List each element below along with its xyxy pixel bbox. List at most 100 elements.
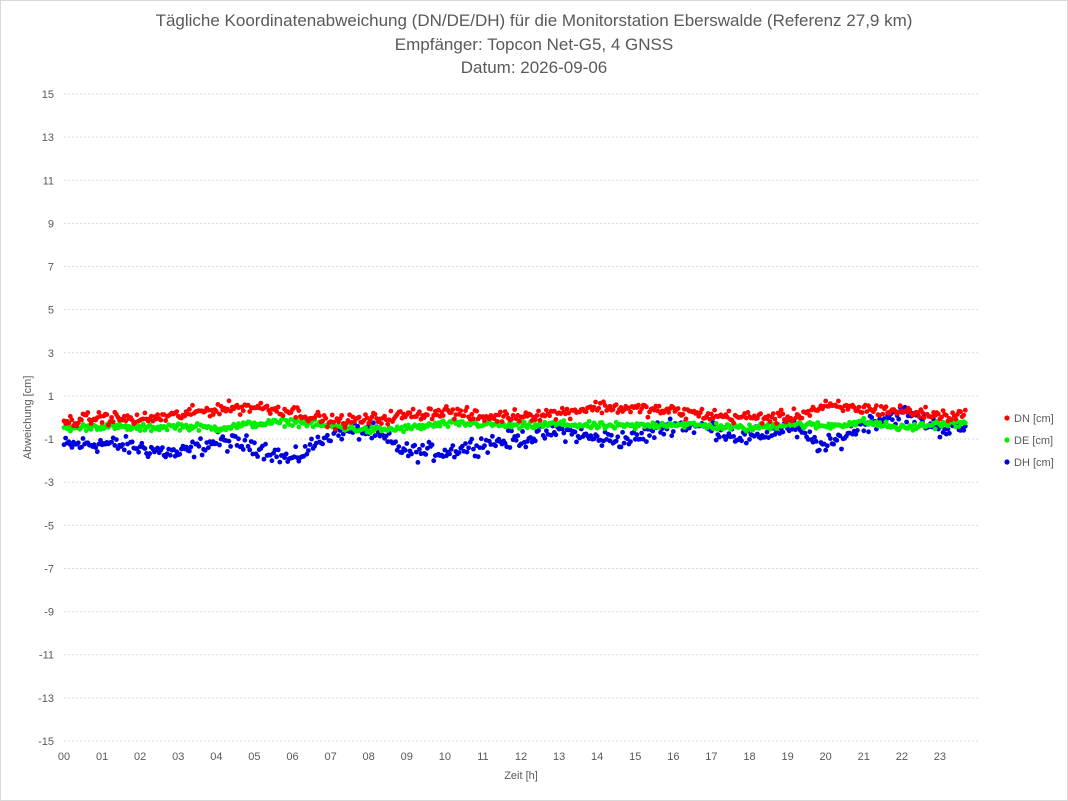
data-point-dh [240,447,246,452]
data-point-dn [758,411,763,417]
data-point-dh [114,437,119,442]
data-point-dn [498,409,503,415]
data-point-dh [69,445,75,450]
data-point-dh [325,432,330,438]
data-point-de [140,421,146,427]
data-point-dn [596,405,602,411]
y-tick-label: -3 [44,477,54,489]
data-point-dn [683,416,689,422]
data-point-dh [339,436,345,442]
x-tick-label: 14 [591,751,603,763]
data-point-de [164,427,170,433]
data-point-dn [213,409,219,414]
x-tick-label: 09 [401,751,413,763]
data-point-dh [228,444,234,449]
data-point-dn [774,421,779,426]
data-point-dh [225,449,230,454]
data-point-dn [907,407,913,413]
data-point-dn [325,424,330,430]
data-point-dh [177,451,183,457]
data-point-dh [807,429,813,435]
data-point-dh [402,447,408,453]
data-point-dn [482,418,487,423]
x-tick-label: 15 [629,751,641,763]
data-point-dn [916,414,922,420]
data-point-dn [639,406,644,412]
data-point-de [445,424,451,429]
data-point-dh [412,442,418,448]
data-point-dh [275,447,281,453]
data-point-dn [696,413,702,419]
data-point-dh [743,440,749,446]
data-point-dn [613,402,619,408]
data-point-dn [772,416,778,422]
data-point-dn [382,413,387,419]
data-point-dn [962,407,968,413]
data-point-dn [921,415,927,421]
data-point-dn [778,407,784,413]
data-point-dn [534,413,540,418]
data-point-dn [607,403,613,409]
data-point-dn [187,406,192,412]
x-tick-label: 06 [286,751,298,763]
y-tick-label: 15 [42,89,54,101]
data-point-dn [450,407,456,412]
data-point-dn [258,400,264,406]
data-point-dn [636,402,641,408]
data-point-dh [255,454,260,459]
data-point-dh [274,454,279,460]
x-tick-label: 02 [134,751,146,763]
data-point-dh [452,454,457,460]
data-point-dh [340,431,346,437]
data-point-dn [856,404,862,410]
data-point-dh [139,440,145,446]
data-point-dn [237,412,243,417]
data-point-dn [410,406,416,412]
data-point-dn [628,409,633,415]
data-point-dh [618,444,624,450]
y-tick-label: 11 [43,175,54,187]
data-point-dh [196,443,202,449]
data-point-dh [482,443,487,449]
data-point-dh [307,442,313,447]
data-point-dh [553,432,559,438]
data-point-dh [429,442,435,448]
data-point-dh [896,416,902,422]
data-point-dn [961,412,967,418]
data-point-dn [610,407,616,412]
x-tick-label: 13 [553,751,565,763]
data-point-dn [464,404,470,410]
data-point-dn [767,419,773,424]
data-point-dh [261,456,267,462]
data-point-de [713,421,719,426]
data-point-dn [517,418,522,424]
data-point-dh [447,451,452,457]
data-point-dn [158,417,164,423]
data-point-dn [331,419,337,425]
data-point-dh [780,429,786,435]
data-point-dn [163,418,169,423]
x-tick-label: 17 [705,751,717,763]
data-point-dn [332,426,338,432]
data-point-dh [469,436,475,442]
data-point-dn [134,412,140,418]
data-point-dn [264,403,270,409]
data-point-dn [583,409,589,415]
data-point-dh [548,432,554,438]
x-tick-label: 22 [896,751,908,763]
data-point-dn [644,404,649,410]
data-point-dh [202,447,208,453]
data-point-dn [280,413,286,419]
data-point-dn [874,403,879,408]
data-point-dh [315,434,321,440]
data-point-dh [478,436,484,442]
data-point-dh [828,436,833,441]
data-point-dn [943,412,949,418]
data-point-dh [904,419,909,425]
data-point-dh [302,444,308,449]
data-point-de [196,428,202,433]
data-point-dn [547,413,552,419]
data-point-dn [731,420,736,426]
data-point-dn [444,404,449,409]
legend-label: DH [cm] [1014,457,1054,469]
